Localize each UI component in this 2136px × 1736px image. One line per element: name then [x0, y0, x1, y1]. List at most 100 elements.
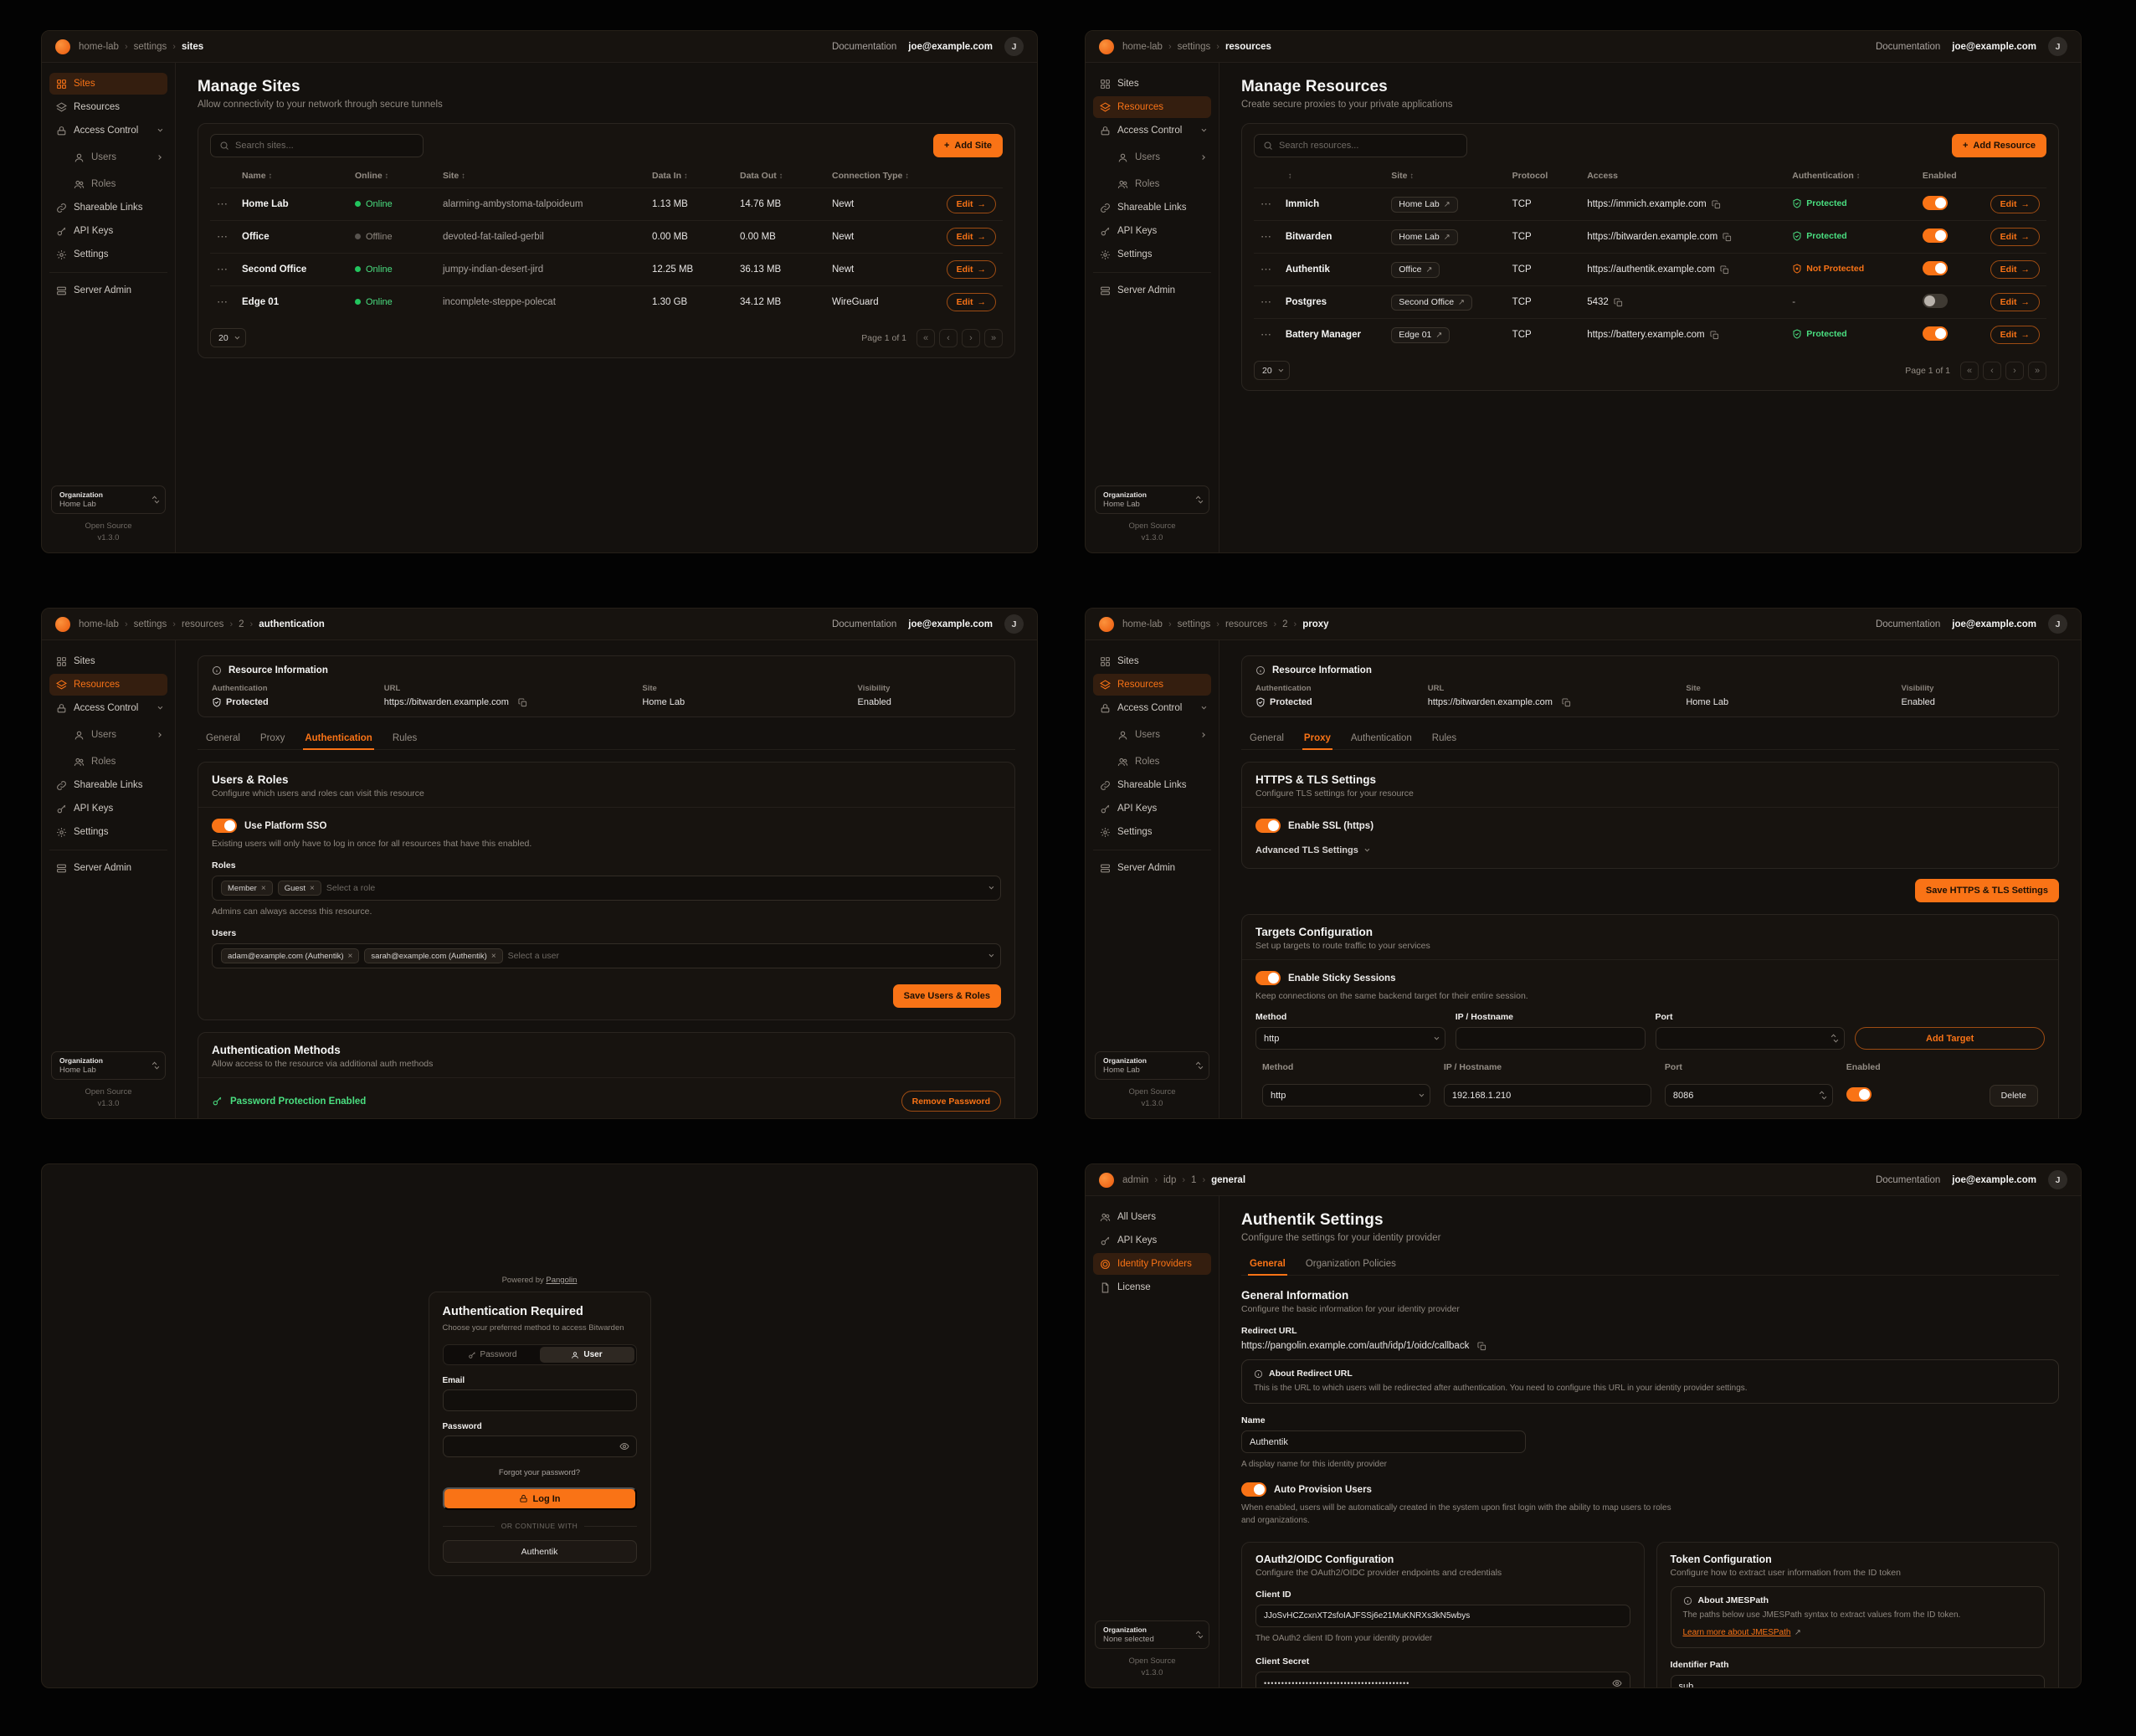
- stepper-icon[interactable]: [1819, 1091, 1827, 1100]
- edit-button[interactable]: Edit →: [946, 195, 996, 213]
- sidebar-item-roles[interactable]: Roles: [67, 173, 167, 195]
- sidebar-item-server-admin[interactable]: Server Admin: [1093, 280, 1211, 301]
- next-page-button[interactable]: ›: [2005, 361, 2024, 380]
- copy-icon[interactable]: [1723, 232, 1732, 242]
- add-target-button[interactable]: Add Target: [1855, 1027, 2045, 1050]
- row-menu-icon[interactable]: ⋯: [1261, 198, 1271, 210]
- search-input[interactable]: [1254, 134, 1467, 157]
- copy-icon[interactable]: [1562, 697, 1571, 707]
- target-method-select[interactable]: http: [1262, 1084, 1430, 1107]
- enabled-toggle[interactable]: [1922, 196, 1948, 210]
- sort-icon[interactable]: ↕: [1287, 172, 1292, 181]
- name-field[interactable]: [1250, 1436, 1517, 1447]
- row-menu-icon[interactable]: ⋯: [1261, 328, 1271, 341]
- role-chip[interactable]: Member ×: [221, 881, 273, 896]
- edit-button[interactable]: Edit →: [946, 228, 996, 246]
- copy-icon[interactable]: [1720, 265, 1729, 275]
- close-icon[interactable]: ×: [347, 951, 353, 961]
- avatar[interactable]: J: [1004, 37, 1024, 56]
- edit-button[interactable]: Edit →: [946, 260, 996, 279]
- row-menu-icon[interactable]: ⋯: [1261, 263, 1271, 275]
- prev-page-button[interactable]: ‹: [939, 328, 958, 347]
- sidebar-item-users[interactable]: Users: [1111, 146, 1211, 168]
- breadcrumb-item[interactable]: 2: [1282, 619, 1288, 629]
- resource-row[interactable]: ⋯ Authentik Office ↗ TCP https://authenti…: [1254, 253, 2046, 286]
- identifier-path-field[interactable]: [1678, 1681, 2036, 1687]
- row-menu-icon[interactable]: ⋯: [217, 295, 228, 308]
- prev-page-button[interactable]: ‹: [1983, 361, 2001, 380]
- sidebar-item-server-admin[interactable]: Server Admin: [49, 857, 167, 879]
- tab-rules[interactable]: Rules: [392, 733, 418, 743]
- org-selector[interactable]: Organization Home Lab: [1095, 1051, 1209, 1080]
- sidebar-item-shareable-links[interactable]: Shareable Links: [1093, 774, 1211, 796]
- sidebar-item-settings[interactable]: Settings: [1093, 244, 1211, 265]
- breadcrumb-item[interactable]: home-lab: [1122, 41, 1163, 52]
- sidebar-item-settings[interactable]: Settings: [1093, 821, 1211, 843]
- add-resource-button[interactable]: + Add Resource: [1951, 134, 2046, 157]
- close-icon[interactable]: ×: [310, 883, 315, 893]
- tab-authentication[interactable]: Authentication: [1350, 733, 1412, 743]
- row-menu-icon[interactable]: ⋯: [1261, 230, 1271, 243]
- sidebar-item-api-keys[interactable]: API Keys: [1093, 1230, 1211, 1251]
- copy-icon[interactable]: [1712, 199, 1721, 209]
- user-email[interactable]: joe@example.com: [1952, 619, 2036, 629]
- enable-ssl-toggle[interactable]: [1255, 819, 1281, 833]
- site-badge[interactable]: Edge 01 ↗: [1391, 326, 1451, 343]
- avatar[interactable]: J: [2048, 614, 2067, 634]
- tab-organization-policies[interactable]: Organization Policies: [1305, 1259, 1396, 1269]
- org-selector[interactable]: Organization None selected: [1095, 1620, 1209, 1649]
- tab-proxy[interactable]: Proxy: [259, 733, 285, 743]
- sidebar-item-roles[interactable]: Roles: [67, 751, 167, 773]
- resource-row[interactable]: ⋯ Postgres Second Office ↗ TCP 5432 - Edi…: [1254, 285, 2046, 319]
- sidebar-item-access-control[interactable]: Access Control: [1093, 120, 1211, 141]
- row-menu-icon[interactable]: ⋯: [1261, 295, 1271, 308]
- last-page-button[interactable]: »: [2028, 361, 2046, 380]
- next-page-button[interactable]: ›: [962, 328, 980, 347]
- sidebar-item-server-admin[interactable]: Server Admin: [49, 280, 167, 301]
- site-badge[interactable]: Home Lab ↗: [1391, 229, 1458, 245]
- avatar[interactable]: J: [2048, 37, 2067, 56]
- site-row[interactable]: ⋯ Office Offline devoted-fat-tailed-gerb…: [210, 220, 1003, 254]
- method-select[interactable]: http: [1255, 1027, 1445, 1050]
- sidebar-item-roles[interactable]: Roles: [1111, 173, 1211, 195]
- sidebar-item-shareable-links[interactable]: Shareable Links: [1093, 197, 1211, 218]
- password-input[interactable]: [442, 1436, 637, 1458]
- sidebar-item-settings[interactable]: Settings: [49, 244, 167, 265]
- sidebar-item-users[interactable]: Users: [1111, 724, 1211, 746]
- port-input[interactable]: [1655, 1027, 1846, 1050]
- sidebar-item-sites[interactable]: Sites: [49, 73, 167, 95]
- documentation-link[interactable]: Documentation: [1875, 41, 1941, 52]
- first-page-button[interactable]: «: [1960, 361, 1979, 380]
- sidebar-item-all-users[interactable]: All Users: [1093, 1206, 1211, 1228]
- breadcrumb-item[interactable]: home-lab: [79, 41, 119, 52]
- users-select[interactable]: adam@example.com (Authentik) × sarah@exam…: [212, 943, 1001, 968]
- edit-button[interactable]: Edit →: [1990, 326, 2040, 344]
- password-field[interactable]: [449, 1441, 619, 1452]
- platform-sso-toggle[interactable]: [212, 819, 237, 833]
- sidebar-item-sites[interactable]: Sites: [1093, 73, 1211, 95]
- sidebar-item-access-control[interactable]: Access Control: [49, 697, 167, 719]
- avatar[interactable]: J: [2048, 1170, 2067, 1189]
- sidebar-item-shareable-links[interactable]: Shareable Links: [49, 197, 167, 218]
- row-menu-icon[interactable]: ⋯: [217, 263, 228, 275]
- open-source-link[interactable]: Open Source: [85, 1087, 132, 1097]
- breadcrumb-item[interactable]: settings: [1177, 41, 1211, 52]
- first-page-button[interactable]: «: [917, 328, 935, 347]
- open-source-link[interactable]: Open Source: [85, 521, 132, 531]
- sidebar-item-resources[interactable]: Resources: [1093, 96, 1211, 118]
- page-size-select[interactable]: 20: [1254, 361, 1290, 380]
- sidebar-item-api-keys[interactable]: API Keys: [1093, 798, 1211, 819]
- remove-password-button[interactable]: Remove Password: [901, 1091, 1001, 1112]
- sidebar-item-roles[interactable]: Roles: [1111, 751, 1211, 773]
- email-field[interactable]: [449, 1395, 629, 1406]
- user-chip[interactable]: sarah@example.com (Authentik) ×: [364, 948, 503, 963]
- sort-icon[interactable]: ↕: [1856, 172, 1861, 181]
- sort-icon[interactable]: ↕: [905, 172, 910, 181]
- sidebar-item-server-admin[interactable]: Server Admin: [1093, 857, 1211, 879]
- sidebar-item-access-control[interactable]: Access Control: [1093, 697, 1211, 719]
- user-email[interactable]: joe@example.com: [1952, 1174, 2036, 1185]
- org-selector[interactable]: Organization Home Lab: [51, 485, 166, 514]
- tab-proxy[interactable]: Proxy: [1296, 727, 1339, 750]
- client-id-input[interactable]: [1255, 1605, 1630, 1627]
- resource-row[interactable]: ⋯ Bitwarden Home Lab ↗ TCP https://bitwar…: [1254, 220, 2046, 254]
